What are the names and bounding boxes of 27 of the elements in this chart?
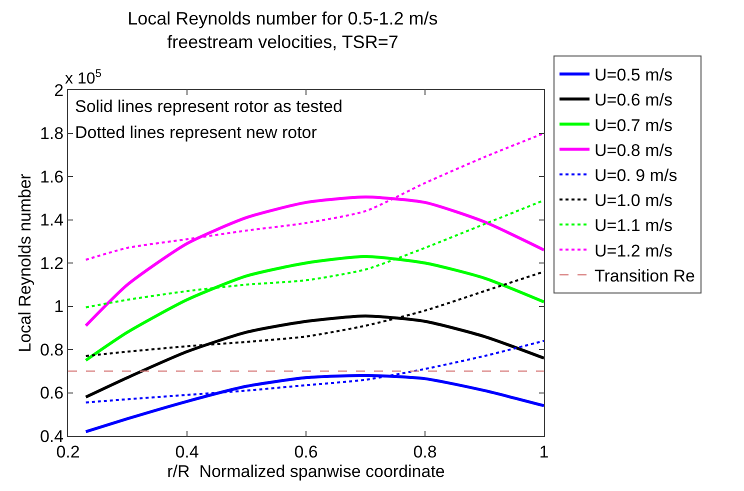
y-tick-label: 1.6 xyxy=(40,167,64,186)
x-tick-label: 1 xyxy=(539,442,549,462)
legend-label: U=0.5 m/s xyxy=(594,66,672,85)
legend-label: U=1.1 m/s xyxy=(594,216,672,236)
y-tick-label: 2 xyxy=(54,80,64,100)
chart-title: Local Reynolds number for 0.5-1.2 m/s freestream velocities, TSR=7 xyxy=(128,8,438,52)
legend-label: U=0.8 m/s xyxy=(594,140,672,160)
x-tick-label: 0.6 xyxy=(294,442,318,462)
y-axis-title: Local Reynolds number xyxy=(16,173,35,352)
legend-label: U=1.2 m/s xyxy=(594,241,672,260)
y-tick-label: 1 xyxy=(54,297,64,316)
annotation: Dotted lines represent new rotor xyxy=(75,123,318,142)
legend-label: Transition Re xyxy=(594,266,695,286)
legend-label: U=0.7 m/s xyxy=(594,116,672,135)
annotation: Solid lines represent rotor as tested xyxy=(75,97,342,116)
x-tick-label: 0.8 xyxy=(413,442,437,462)
y-tick-label: 1.4 xyxy=(40,210,64,230)
y-tick-label: 1.8 xyxy=(40,124,64,144)
y-tick-label: 1.2 xyxy=(40,254,64,273)
text: x 10$^{5}$ xyxy=(65,68,102,88)
x-axis-title: r/R Normalized spanwise coordinate xyxy=(167,462,445,481)
x-tick-label: 0.4 xyxy=(175,442,199,462)
y-tick-label: 0.8 xyxy=(40,340,64,360)
legend-label: U=0.6 m/s xyxy=(594,90,672,110)
legend-label: U=0. 9 m/s xyxy=(594,166,678,185)
legend-label: U=1.0 m/s xyxy=(594,191,672,210)
y-tick-label: 0.6 xyxy=(40,384,64,403)
